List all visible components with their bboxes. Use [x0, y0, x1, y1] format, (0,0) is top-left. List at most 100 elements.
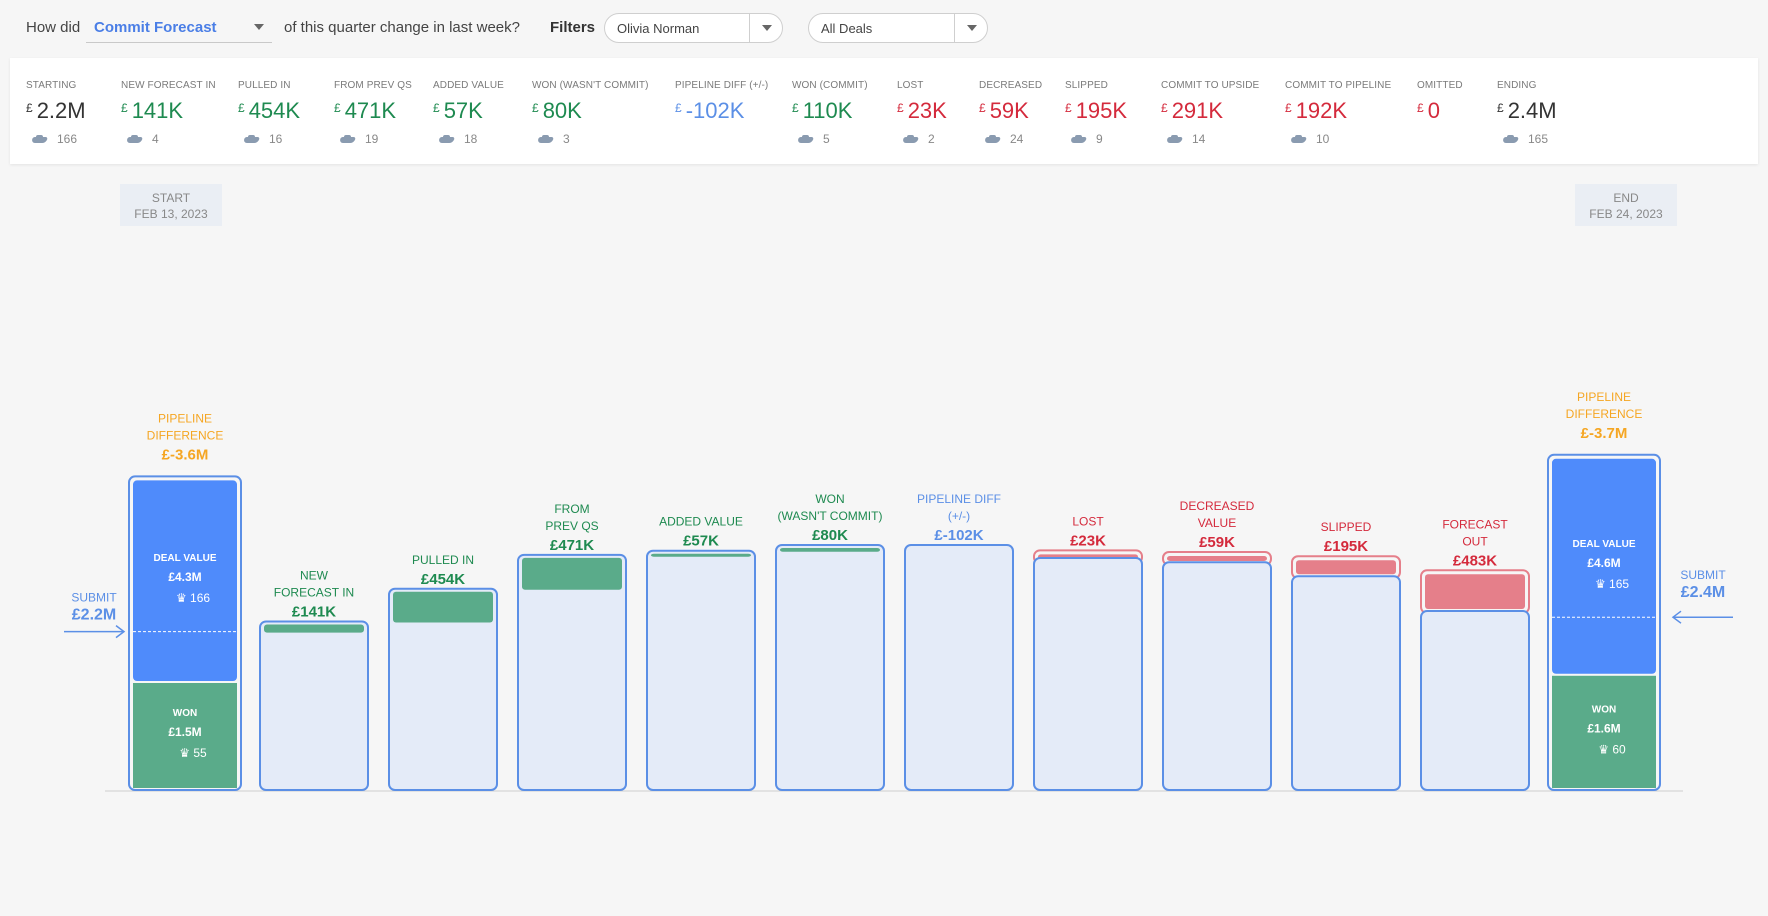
won-count: ♛ 60: [1598, 742, 1626, 756]
deals-filter-select[interactable]: All Deals: [808, 13, 988, 43]
step-bar: [517, 553, 627, 791]
step-label: (+/-): [948, 509, 970, 523]
pipeline-difference-label: DIFFERENCE: [1566, 407, 1643, 421]
end-date-box: END FEB 24, 2023: [1575, 184, 1677, 226]
step-bar: [1162, 561, 1272, 791]
metric-select[interactable]: Commit Forecast: [86, 13, 272, 43]
owner-filter-value: Olivia Norman: [617, 21, 700, 36]
step-bar: [1420, 610, 1530, 791]
step-label: WON: [815, 492, 844, 506]
step-value: £-102K: [934, 527, 983, 544]
currency-symbol: £: [1285, 101, 1292, 115]
deal-value-label: DEAL VALUE: [154, 553, 217, 564]
step-increase-segment: [780, 547, 880, 552]
step-bar: [388, 587, 498, 792]
arrow-left-icon: [1671, 610, 1682, 624]
submit-start-value: £2.2M: [72, 607, 116, 624]
step-label: PULLED IN: [412, 553, 474, 567]
start-date-value: FEB 13, 2023: [134, 207, 208, 221]
handshake-icon: [1167, 135, 1182, 144]
summary-stat-value: 23K: [907, 98, 947, 123]
step-label: ADDED VALUE: [659, 515, 743, 529]
step-label: LOST: [1072, 514, 1104, 528]
step-label: SLIPPED: [1321, 520, 1372, 534]
deal-count: ♛ 166: [176, 591, 210, 605]
won-amount: £1.5M: [168, 725, 201, 739]
step-value: £483K: [1453, 552, 1497, 569]
deal-count: 165: [1528, 132, 1549, 146]
start-bar-outline: [128, 475, 242, 791]
submit-end-label: SUBMIT: [1680, 568, 1726, 582]
pipeline-difference-label: PIPELINE: [158, 411, 212, 425]
summary-stat-value: 59K: [989, 98, 1029, 123]
deal-count: 5: [823, 132, 830, 146]
summary-stat-value: 141K: [131, 98, 184, 123]
submit-end-value: £2.4M: [1681, 584, 1725, 601]
summary-stat-count: 16: [244, 132, 282, 146]
step-bar: [1033, 556, 1143, 792]
deal-count: 19: [365, 132, 379, 146]
pipeline-difference-value: £-3.7M: [1581, 425, 1628, 442]
currency-symbol: £: [121, 101, 128, 115]
summary-stat-value: 0: [1427, 98, 1440, 123]
pipeline-difference-value: £-3.6M: [162, 446, 209, 463]
deal-count: 14: [1192, 132, 1206, 146]
summary-stat-value: 454K: [248, 98, 301, 123]
summary-stat-label: SLIPPED: [1065, 80, 1108, 91]
step-increase-segment: [522, 557, 622, 590]
handshake-icon: [538, 135, 553, 144]
step-label: DECREASED: [1180, 499, 1255, 513]
currency-symbol: £: [1161, 101, 1168, 115]
step-label: (WASN'T COMMIT): [778, 509, 883, 523]
filters-label: Filters: [550, 19, 596, 36]
chevron-down-icon: [762, 25, 772, 31]
deal-count: 166: [57, 132, 78, 146]
currency-symbol: £: [897, 101, 904, 115]
summary-stat-label: PULLED IN: [238, 80, 291, 91]
select-divider: [954, 14, 955, 42]
step-value: £471K: [550, 537, 594, 554]
summary-stat-value: 192K: [1295, 98, 1348, 123]
step-value: £23K: [1070, 532, 1106, 549]
handshake-icon: [244, 135, 259, 144]
handshake-icon: [439, 135, 454, 144]
step-value: £80K: [812, 527, 848, 544]
summary-stat-amount: £57K: [433, 98, 483, 124]
end-won-segment: [1552, 675, 1656, 788]
deal-value-amount: £4.3M: [168, 570, 201, 584]
pipeline-difference-label: PIPELINE: [1577, 390, 1631, 404]
summary-stat-value: 57K: [443, 98, 483, 123]
summary-stat-label: COMMIT TO PIPELINE: [1285, 80, 1392, 91]
select-divider: [749, 14, 750, 42]
summary-stat-count: 14: [1167, 132, 1205, 146]
summary-stat-label: ENDING: [1497, 80, 1537, 91]
step-label: PIPELINE DIFF: [917, 492, 1001, 506]
deal-count: 4: [152, 132, 159, 146]
deals-filter-value: All Deals: [821, 21, 873, 36]
step-label: PREV QS: [545, 519, 598, 533]
owner-filter-select[interactable]: Olivia Norman: [604, 13, 783, 43]
step-bar: [904, 543, 1014, 792]
summary-stat-amount: £59K: [979, 98, 1029, 124]
summary-stat-amount: £23K: [897, 98, 947, 124]
summary-stat-amount: £0: [1417, 98, 1440, 124]
currency-symbol: £: [1065, 101, 1072, 115]
handshake-icon: [340, 135, 355, 144]
summary-stat-amount: £195K: [1065, 98, 1127, 124]
summary-stat-value: 2.4M: [1507, 98, 1557, 123]
summary-stat-count: 5: [798, 132, 830, 146]
handshake-icon: [1071, 135, 1086, 144]
won-amount: £1.6M: [1587, 721, 1620, 735]
summary-stat-count: 18: [439, 132, 477, 146]
step-value: £59K: [1199, 534, 1235, 551]
deal-count: 16: [269, 132, 283, 146]
summary-stat-count: 24: [985, 132, 1023, 146]
chevron-down-icon: [254, 24, 264, 30]
summary-panel: STARTING £2.2M 166 NEW FORECAST IN £141K 4 PUL…: [10, 58, 1758, 164]
handshake-icon: [1291, 135, 1306, 144]
summary-stat-label: WON (COMMIT): [792, 80, 868, 91]
summary-stat-value: -102K: [685, 98, 745, 123]
deal-count: 10: [1316, 132, 1330, 146]
handshake-icon: [903, 135, 918, 144]
query-bar: How did Commit Forecast of this quarter …: [0, 0, 1768, 54]
